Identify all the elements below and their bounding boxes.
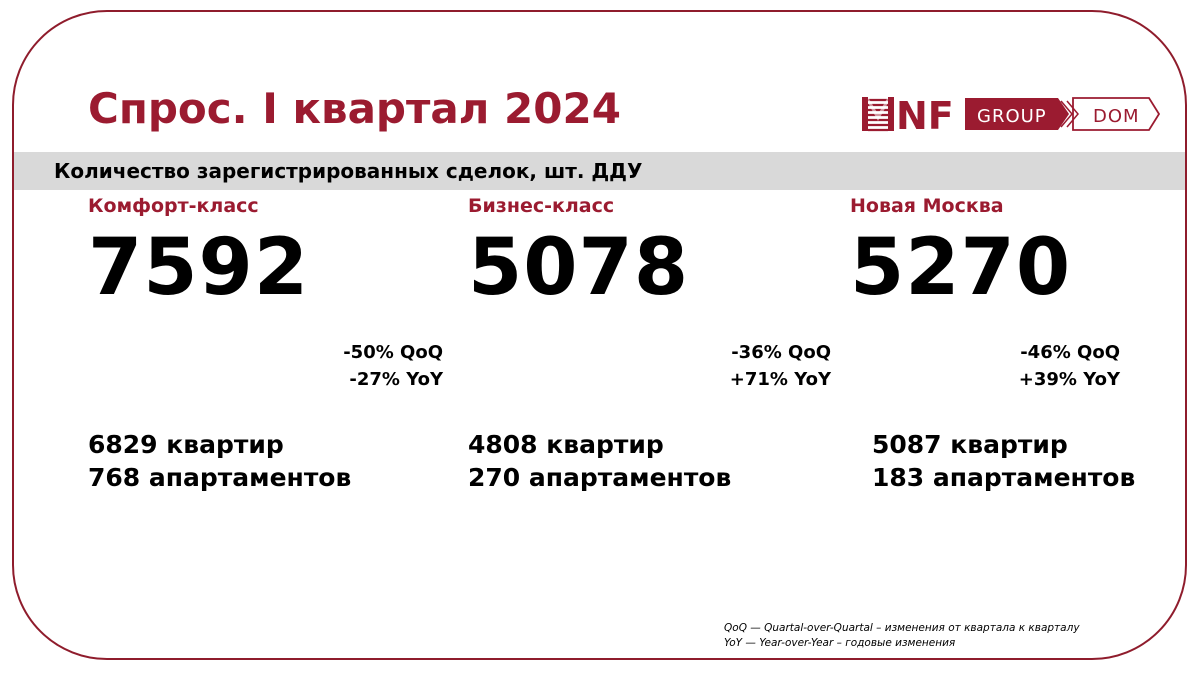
- units-block: 6829 квартир 768 апартаментов: [88, 428, 351, 494]
- subtitle-text: Количество зарегистрированных сделок, шт…: [54, 159, 643, 183]
- footnote: QoQ — Quartal-over-Quartal – изменения о…: [724, 621, 1080, 651]
- logo-chevrons-icon: [1060, 100, 1079, 128]
- apartaments-count: 768 апартаментов: [88, 463, 352, 492]
- qoq-change: -46% QoQ: [1020, 342, 1120, 363]
- yoy-change: -27% YoY: [349, 369, 443, 390]
- apartments-count: 5087 квартир: [872, 430, 1068, 459]
- change-block: -46% QoQ +39% YoY: [850, 339, 1120, 393]
- m-mark-icon: [862, 97, 894, 132]
- slide-frame: [12, 10, 1187, 660]
- footnote-yoy: YoY — Year-over-Year – годовые изменения: [724, 637, 956, 649]
- logo-group-badge: [965, 98, 1069, 130]
- column-label: Комфорт-класс: [88, 195, 259, 217]
- column-label: Бизнес-класс: [468, 195, 615, 217]
- apartments-count: 4808 квартир: [468, 430, 664, 459]
- change-block: -36% QoQ +71% YoY: [561, 339, 831, 393]
- column-business-class: Бизнес-класс 5078 -36% QoQ +71% YoY 4808…: [468, 192, 831, 512]
- footnote-qoq: QoQ — Quartal-over-Quartal – изменения о…: [724, 622, 1080, 634]
- qoq-change: -36% QoQ: [731, 342, 831, 363]
- apartaments-count: 270 апартаментов: [468, 463, 732, 492]
- mnf-group-dom-logo: NF GROUP DOM: [862, 94, 1161, 135]
- deals-count: 5078: [468, 223, 690, 313]
- logo-nf-text: NF: [896, 94, 954, 135]
- apartaments-count: 183 апартаментов: [872, 463, 1136, 492]
- logo-group-text: GROUP: [977, 106, 1047, 127]
- column-comfort-class: Комфорт-класс 7592 -50% QoQ -27% YoY 682…: [88, 192, 443, 512]
- logo-dom-text: DOM: [1093, 106, 1140, 127]
- yoy-change: +71% YoY: [729, 369, 831, 390]
- deals-count: 5270: [850, 223, 1072, 313]
- page-title: Спрос. I квартал 2024: [88, 84, 621, 133]
- change-block: -50% QoQ -27% YoY: [173, 339, 443, 393]
- column-new-moscow: Новая Москва 5270 -46% QoQ +39% YoY 5087…: [850, 192, 1190, 512]
- deals-count: 7592: [88, 223, 310, 313]
- subtitle-band: Количество зарегистрированных сделок, шт…: [14, 152, 1185, 190]
- apartments-count: 6829 квартир: [88, 430, 284, 459]
- logo-dom-badge: [1072, 97, 1161, 131]
- units-block: 5087 квартир 183 апартаментов: [872, 428, 1135, 494]
- units-block: 4808 квартир 270 апартаментов: [468, 428, 731, 494]
- qoq-change: -50% QoQ: [343, 342, 443, 363]
- column-label: Новая Москва: [850, 195, 1004, 217]
- yoy-change: +39% YoY: [1018, 369, 1120, 390]
